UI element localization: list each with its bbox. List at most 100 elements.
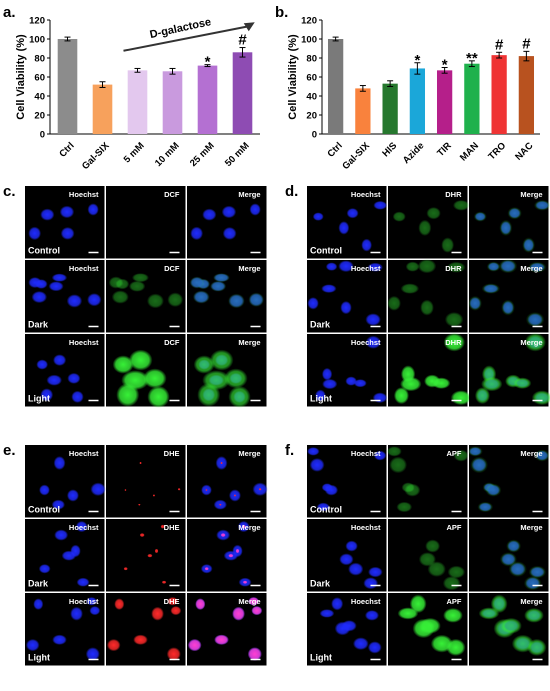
annotation-label: D-galactose (149, 16, 212, 41)
fluorescence-signal (124, 489, 127, 492)
image-dark-hoechst: Hoechst Dark (25, 519, 105, 592)
channel-label: Merge (520, 523, 542, 532)
channel-label: APF (447, 449, 462, 458)
fluorescence-signal (531, 390, 550, 406)
bar-tir (436, 70, 453, 134)
fluorescence-signal (446, 638, 466, 656)
fluorescence-signal (409, 594, 427, 614)
y-tick-label: 120 (301, 16, 317, 27)
nucleus (315, 389, 326, 402)
row-label: Control (28, 246, 60, 256)
trend-arrow-head (243, 22, 255, 32)
bar-man (464, 63, 480, 135)
image-light-hoechst: Hoechst Light (307, 593, 387, 666)
image-control-merge: Merge (467, 445, 550, 518)
fluorescence-signal (258, 488, 262, 491)
nucleus (322, 378, 338, 390)
fluorescence-signal (220, 461, 223, 465)
row-label: Control (310, 505, 342, 515)
panel-label: b. (275, 4, 288, 21)
nucleus (367, 641, 382, 654)
nucleus (60, 226, 75, 240)
image-background (106, 445, 186, 518)
fluorescence-signal (151, 606, 164, 621)
nucleus (331, 597, 344, 611)
fluorescence-signal (447, 565, 466, 579)
nucleus (346, 208, 359, 219)
fluorescence-signal (235, 548, 240, 554)
panel-label: c. (3, 183, 16, 200)
nucleus (353, 379, 367, 388)
fluorescence-signal (478, 607, 500, 620)
channel-label: Hoechst (69, 190, 99, 199)
channel-label: Hoechst (69, 523, 99, 532)
nucleus (89, 606, 101, 616)
y-tick-label: 80 (306, 54, 317, 65)
y-tick-label: 0 (40, 130, 45, 141)
image-light-hoechst: Hoechst Light (25, 334, 105, 407)
fluorescence-signal (404, 483, 421, 497)
fluorescence-signal (442, 576, 461, 591)
nucleus (352, 637, 369, 651)
nucleus (51, 273, 68, 282)
fluorescence-signal (443, 607, 463, 623)
bar-gal-six (92, 84, 113, 134)
category-label: Azide (401, 140, 427, 166)
fluorescence-signal (232, 606, 245, 621)
fluorescence-signal (139, 533, 145, 537)
category-label: 50 mM (223, 140, 252, 169)
channel-label: APF (447, 597, 462, 606)
category-label: Gal-SIX (340, 140, 372, 172)
nucleus (31, 290, 48, 304)
channel-label: Merge (238, 338, 260, 347)
y-tick-label: 60 (306, 73, 317, 84)
channel-label: APF (447, 523, 462, 532)
nucleus (368, 566, 383, 578)
image-dark-dcf: DCF (106, 260, 186, 333)
fluorescence-signal (247, 647, 262, 661)
nucleus (364, 610, 380, 621)
fluorescence-signal (248, 596, 260, 606)
image-dark-dhr: DHR (387, 259, 468, 333)
fluorescence-signal (197, 382, 221, 407)
nucleus (319, 609, 335, 618)
nucleus (190, 226, 204, 241)
category-label: Ctrl (57, 140, 76, 159)
fluorescence-signal (241, 524, 246, 529)
fluorescence-signal (227, 293, 245, 309)
micrograph-panel-f: f. Hoechst Control APF Merge Hoechst Dark APF Me… (285, 442, 550, 666)
fluorescence-signal (393, 387, 409, 405)
row-label: Dark (28, 579, 49, 589)
fluorescence-signal (533, 199, 550, 211)
nucleus (51, 499, 66, 510)
fluorescence-signal (195, 598, 206, 610)
micrograph-panel-d: d. Hoechst Control DHR Merge Hoechst Dark DHR Me… (285, 183, 550, 407)
image-control-hoechst: Hoechst Control (307, 186, 388, 259)
image-background (106, 519, 186, 592)
nucleus (221, 205, 237, 219)
channel-label: DHE (164, 523, 180, 532)
nucleus (86, 596, 98, 606)
fluorescence-signal (506, 539, 522, 553)
fluorescence-signal (160, 524, 165, 529)
fluorescence-signal (452, 199, 470, 211)
fluorescence-signal (111, 290, 129, 304)
category-label: NAC (513, 140, 535, 162)
fluorescence-signal (419, 617, 441, 634)
fluorescence-signal (486, 261, 501, 272)
fluorescence-signal (116, 382, 140, 407)
fluorescence-signal (170, 606, 182, 616)
nucleus (25, 638, 40, 652)
fluorescence-signal (528, 261, 547, 273)
y-tick-label: 40 (306, 92, 317, 103)
category-label: MAN (458, 140, 481, 163)
bar-gal-six (355, 88, 371, 134)
row-label: Control (28, 505, 60, 515)
channel-label: Merge (520, 597, 542, 606)
fluorescence-signal (112, 355, 134, 374)
nucleus (345, 540, 358, 552)
panel-label: e. (3, 442, 16, 459)
fluorescence-signal (447, 261, 466, 273)
